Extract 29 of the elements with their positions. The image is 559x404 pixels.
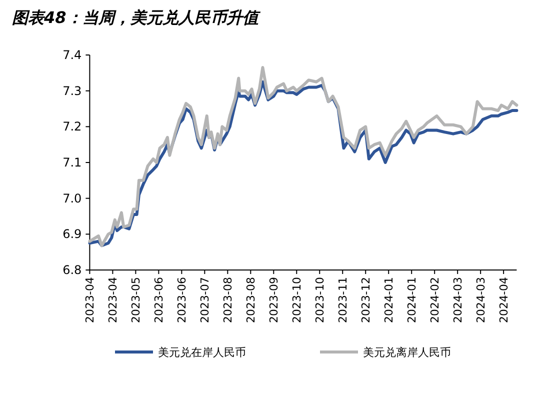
y-tick-label: 6.9	[62, 227, 82, 242]
x-tick-label: 2023-07	[198, 277, 212, 323]
x-tick-label: 2024-03	[474, 277, 488, 323]
y-tick-label: 6.8	[62, 263, 82, 277]
x-tick-label: 2023-12	[360, 277, 373, 323]
x-tick-label: 2023-04	[84, 277, 97, 323]
y-tick-label: 7.4	[62, 48, 82, 62]
x-tick-label: 2023-04	[106, 277, 120, 323]
x-tick-label: 2023-06	[152, 277, 166, 323]
legend-label: 美元兑离岸人民币	[363, 346, 451, 359]
x-tick-label: 2023-11	[336, 277, 350, 323]
y-tick-label: 7.2	[62, 120, 82, 134]
x-tick-label: 2024-03	[452, 277, 465, 323]
chart-title: 图表48：当周，美元兑人民币升值	[12, 8, 262, 27]
x-tick-label: 2023-05	[130, 277, 143, 323]
x-tick-label: 2023-09	[268, 277, 281, 323]
x-tick-label: 2023-08	[244, 277, 258, 323]
y-tick-label: 7.3	[62, 84, 82, 98]
x-tick-label: 2023-08	[222, 277, 235, 323]
x-tick-label: 2024-01	[382, 277, 396, 323]
x-tick-label: 2023-10	[290, 277, 304, 323]
x-tick-label: 2023-10	[314, 277, 327, 323]
x-tick-label: 2023-06	[176, 277, 189, 323]
legend-label: 美元兑在岸人民币	[158, 346, 246, 359]
x-tick-label: 2024-01	[406, 277, 419, 323]
y-tick-label: 7.0	[62, 191, 82, 206]
x-tick-label: 2024-04	[498, 277, 511, 323]
y-tick-label: 7.1	[62, 156, 82, 170]
x-tick-label: 2024-02	[428, 277, 442, 323]
